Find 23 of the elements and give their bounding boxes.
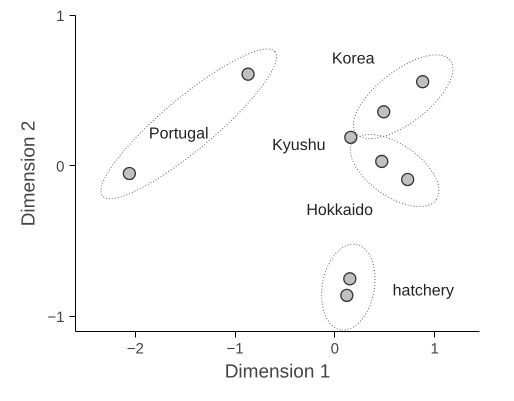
x-tick-label: 0: [330, 340, 340, 358]
point: [241, 68, 255, 81]
series-label: Portugal: [148, 125, 209, 142]
x-tick-label: −2: [126, 340, 144, 358]
point: [340, 288, 354, 302]
point: [401, 172, 414, 186]
y-axis-title: Dimension 2: [18, 120, 40, 226]
point: [375, 154, 388, 168]
series-label: Kyushu: [272, 136, 326, 154]
y-tick-label: 1: [56, 8, 64, 25]
x-tick-label: −1: [226, 340, 244, 358]
y-tick-label: 0: [56, 158, 64, 176]
text: hatchery: [392, 282, 454, 300]
text: Korea: [332, 50, 375, 68]
x-axis-title: Dimension 1: [224, 362, 330, 382]
x-tick-label: 1: [430, 340, 439, 358]
text: Hokkaido: [306, 202, 374, 219]
point: [122, 166, 136, 180]
point: [344, 130, 358, 144]
point: [377, 105, 390, 118]
y-tick-label: −1: [47, 308, 65, 326]
point: [343, 272, 356, 286]
point: [416, 75, 430, 88]
